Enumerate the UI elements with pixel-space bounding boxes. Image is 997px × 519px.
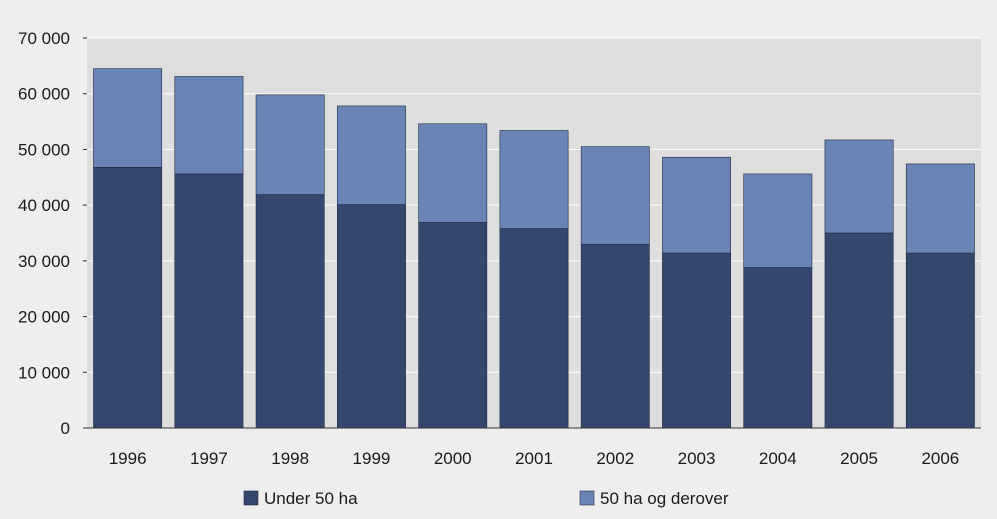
x-tick-label: 2002 bbox=[596, 449, 634, 468]
bar-50-ha-og-derover bbox=[662, 156, 731, 254]
bar-under-50-ha bbox=[824, 232, 894, 429]
bar-50-ha-og-derover bbox=[743, 173, 813, 268]
bar-50-ha-og-derover bbox=[418, 123, 488, 223]
y-tick-label: 10 000 bbox=[18, 363, 70, 382]
bar-under-50-ha bbox=[905, 252, 975, 429]
legend-swatch bbox=[579, 490, 595, 506]
x-tick-label: 1999 bbox=[353, 449, 391, 468]
bar-50-ha-og-derover bbox=[499, 130, 569, 229]
bar-50-ha-og-derover bbox=[905, 163, 975, 254]
bar-under-50-ha bbox=[662, 252, 731, 429]
bar-50-ha-og-derover bbox=[174, 76, 244, 175]
legend-label: Under 50 ha bbox=[264, 489, 358, 508]
bar-50-ha-og-derover bbox=[580, 146, 650, 245]
x-tick-label: 2000 bbox=[434, 449, 472, 468]
bar-50-ha-og-derover bbox=[93, 68, 163, 168]
bar-under-50-ha bbox=[499, 228, 569, 429]
y-tick-label: 40 000 bbox=[18, 196, 70, 215]
x-tick-label: 1997 bbox=[190, 449, 228, 468]
bar-under-50-ha bbox=[337, 204, 406, 429]
x-tick-label: 2004 bbox=[759, 449, 797, 468]
x-axis-ticks: 1996 1997 1998 1999 2000 2001 2002 2003 2004 2005… bbox=[109, 449, 960, 468]
bar-50-ha-og-derover bbox=[337, 105, 406, 205]
y-tick-label: 30 000 bbox=[18, 252, 70, 271]
y-tick-label: 50 000 bbox=[18, 140, 70, 159]
x-tick-label: 2005 bbox=[840, 449, 878, 468]
bar-under-50-ha bbox=[93, 166, 163, 429]
x-tick-label: 2001 bbox=[515, 449, 553, 468]
x-tick-label: 1998 bbox=[271, 449, 309, 468]
bar-under-50-ha bbox=[418, 222, 488, 429]
legend-swatch bbox=[243, 490, 259, 506]
bar-under-50-ha bbox=[743, 267, 813, 429]
bar-under-50-ha bbox=[255, 194, 325, 429]
x-tick-label: 2006 bbox=[921, 449, 959, 468]
y-tick-label: 0 bbox=[61, 419, 70, 438]
x-tick-label: 2003 bbox=[678, 449, 716, 468]
legend-label: 50 ha og derover bbox=[600, 489, 729, 508]
bar-under-50-ha bbox=[580, 243, 650, 429]
y-tick-label: 60 000 bbox=[18, 85, 70, 104]
bars bbox=[93, 68, 975, 429]
x-tick-label: 1996 bbox=[109, 449, 147, 468]
bar-50-ha-og-derover bbox=[255, 94, 325, 195]
y-axis-ticks: 0 10 000 20 000 30 000 40 000 50 000 60 000 70 … bbox=[18, 29, 87, 438]
bar-under-50-ha bbox=[174, 173, 244, 429]
legend: Under 50 ha 50 ha og derover bbox=[243, 489, 729, 508]
bar-50-ha-og-derover bbox=[824, 139, 894, 234]
y-tick-label: 20 000 bbox=[18, 308, 70, 327]
y-tick-label: 70 000 bbox=[18, 29, 70, 48]
